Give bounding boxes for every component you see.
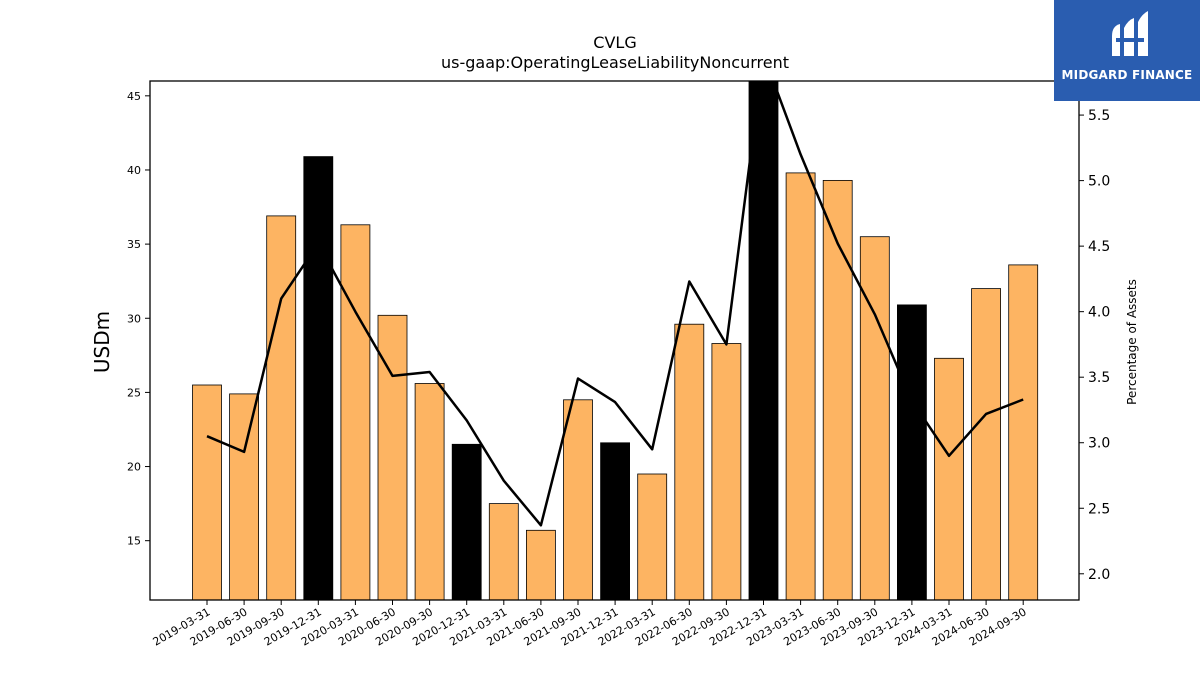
bar-2022-06-30 [674,323,705,600]
y2-tick-label: 5.0 [1088,174,1110,190]
bar-2021-12-31 [600,442,630,600]
bar-2023-03-31 [785,172,816,600]
bar-2019-06-30 [229,393,260,600]
bar-2024-03-31 [934,357,964,600]
bar-2024-06-30 [971,288,1001,600]
bar-2019-09-30 [266,215,297,600]
plot-frame [149,80,1080,601]
chart-subtitle: us-gaap:OperatingLeaseLiabilityNoncurren… [441,53,789,72]
bar-2021-09-30 [563,399,593,600]
chart-title: CVLG [593,33,636,52]
bar-2023-12-31 [897,304,927,600]
brand-logo: MIDGARD FINANCE [1054,0,1200,101]
bar-2019-12-31 [303,156,334,600]
bar-2021-03-31 [488,503,519,600]
y2-tick-label: 5.5 [1088,108,1110,124]
bar-2020-03-31 [340,224,371,600]
y2-tick-label: 3.0 [1088,436,1110,452]
bar-2023-09-30 [859,236,890,600]
y-axis-label: USDm [90,311,114,373]
bar-2021-06-30 [526,529,556,600]
plot-area: 152025303540452.02.53.03.54.04.55.05.520… [127,80,1110,649]
midgard-logo-icon [1112,11,1148,56]
y2-tick-label: 4.5 [1088,239,1110,255]
y-tick-label: 45 [127,90,141,103]
bar-2022-09-30 [711,343,742,600]
y-tick-label: 40 [127,164,141,177]
y2-tick-label: 2.0 [1088,567,1110,583]
y-tick-label: 15 [127,535,141,548]
y2-axis-label: Percentage of Assets [1125,279,1139,405]
bar-2020-06-30 [377,314,408,600]
y-tick-label: 20 [127,461,141,474]
pct-assets-line [206,81,1024,527]
y2-tick-label: 4.0 [1088,305,1110,321]
bar-2024-09-30 [1008,264,1039,600]
y2-tick-label: 3.5 [1088,370,1110,386]
bars [192,81,1039,600]
y2-tick-label: 2.5 [1088,501,1110,517]
y-tick-label: 30 [127,312,141,325]
bar-2022-12-31 [748,81,779,600]
y-tick-label: 25 [127,386,141,399]
bar-2020-12-31 [451,443,482,600]
bar-2019-03-31 [192,384,222,600]
bar-2020-09-30 [414,383,445,600]
y-tick-label: 35 [127,238,141,251]
bar-2023-06-30 [822,179,853,600]
bar-2022-03-31 [637,473,668,600]
brand-name: MIDGARD FINANCE [1061,68,1193,82]
